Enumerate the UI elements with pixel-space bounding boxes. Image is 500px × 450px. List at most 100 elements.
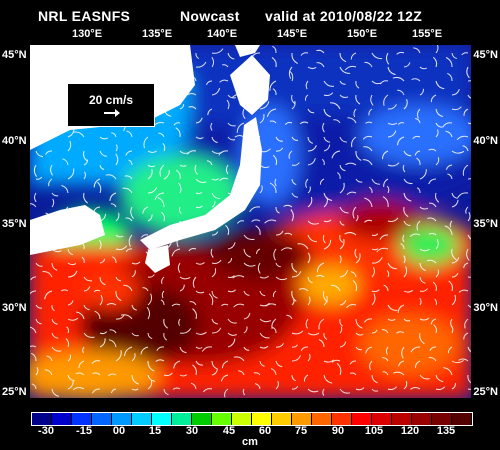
current-vector <box>355 318 363 329</box>
current-vector <box>288 66 293 79</box>
current-vector <box>195 205 203 209</box>
current-vector <box>99 150 107 157</box>
current-vector <box>419 317 430 321</box>
current-vector <box>125 248 133 252</box>
current-vector <box>231 93 245 98</box>
current-vector <box>291 178 297 186</box>
current-vector <box>210 122 213 131</box>
current-vector <box>323 359 335 363</box>
current-vector <box>183 233 197 237</box>
current-vector <box>224 388 229 398</box>
current-vector <box>99 294 103 306</box>
current-vector <box>463 262 469 268</box>
current-vector <box>253 372 261 376</box>
current-vector <box>172 387 181 390</box>
current-vector <box>195 331 207 335</box>
current-vector <box>291 52 298 64</box>
current-vector <box>430 94 437 103</box>
current-vector <box>188 248 197 252</box>
current-vector <box>466 66 470 79</box>
current-vector <box>195 117 203 124</box>
current-vector <box>369 360 373 371</box>
current-vector <box>30 326 37 334</box>
current-vector <box>259 101 270 110</box>
current-vector <box>128 234 133 247</box>
korean-peninsula <box>30 205 105 255</box>
current-vector <box>259 148 271 153</box>
current-vector <box>322 234 326 244</box>
current-vector <box>35 367 39 376</box>
current-vector <box>30 290 37 295</box>
current-vector <box>233 303 245 308</box>
current-vector <box>449 220 453 228</box>
current-vector <box>364 219 373 223</box>
current-vector <box>412 135 421 139</box>
colorbar-tick: 45 <box>222 425 236 437</box>
current-vector <box>66 326 70 334</box>
current-vector <box>211 369 218 376</box>
current-vector <box>387 318 396 321</box>
current-vector <box>65 206 69 214</box>
current-vector <box>307 66 317 70</box>
lat-label-right-35: 35°N <box>473 218 498 230</box>
lat-label-left-40: 40°N <box>2 135 27 147</box>
current-vector <box>290 209 294 222</box>
current-vector <box>447 72 453 82</box>
current-vector <box>99 276 106 286</box>
current-vector <box>222 215 229 222</box>
current-vector <box>271 56 277 68</box>
colorbar-tick: 135 <box>436 425 456 437</box>
current-vector <box>51 318 58 325</box>
lon-label-135: 135°E <box>141 28 173 40</box>
colorbar-tick: 105 <box>364 425 384 437</box>
current-vector <box>147 164 156 168</box>
honshu <box>140 117 262 250</box>
current-vector <box>430 318 437 325</box>
current-vector <box>99 213 107 222</box>
current-vector <box>232 275 245 279</box>
current-vector <box>73 131 85 138</box>
current-vector <box>307 388 319 393</box>
current-vector <box>392 76 405 82</box>
current-vector <box>398 360 405 367</box>
current-vector <box>210 248 214 258</box>
colorbar-tick: 60 <box>258 425 272 437</box>
colorbar-swatch <box>332 413 352 425</box>
current-vector <box>178 206 182 215</box>
current-vector <box>51 332 59 339</box>
current-vector <box>227 318 237 324</box>
current-vector <box>410 346 421 353</box>
current-vector <box>92 47 101 54</box>
current-vector <box>387 66 396 76</box>
current-vector <box>351 136 357 148</box>
current-vector <box>211 56 215 68</box>
current-vector <box>35 136 40 143</box>
current-vector <box>195 136 204 140</box>
lon-label-155: 155°E <box>411 28 443 40</box>
current-vector <box>179 103 185 110</box>
current-vector <box>195 216 204 222</box>
current-vector <box>227 52 235 60</box>
current-vector <box>34 192 37 203</box>
current-vector <box>94 310 101 320</box>
current-vector <box>419 66 428 70</box>
current-vector <box>305 178 309 189</box>
current-vector <box>251 52 261 58</box>
current-vector <box>67 262 77 266</box>
current-vector <box>83 52 94 59</box>
current-vector <box>206 80 213 86</box>
current-vector <box>269 182 277 194</box>
current-vector <box>147 214 153 222</box>
current-vector <box>467 94 471 99</box>
current-vector <box>99 136 109 140</box>
current-vector <box>275 360 283 368</box>
current-vector <box>333 119 341 124</box>
current-vector <box>257 262 261 274</box>
current-vector <box>330 284 341 292</box>
current-vector <box>291 94 296 105</box>
current-vector <box>160 66 165 78</box>
current-vector <box>382 150 389 160</box>
current-vector <box>67 210 72 222</box>
vector-scale-box: 20 cm/s <box>67 83 155 127</box>
current-vector <box>461 52 469 56</box>
